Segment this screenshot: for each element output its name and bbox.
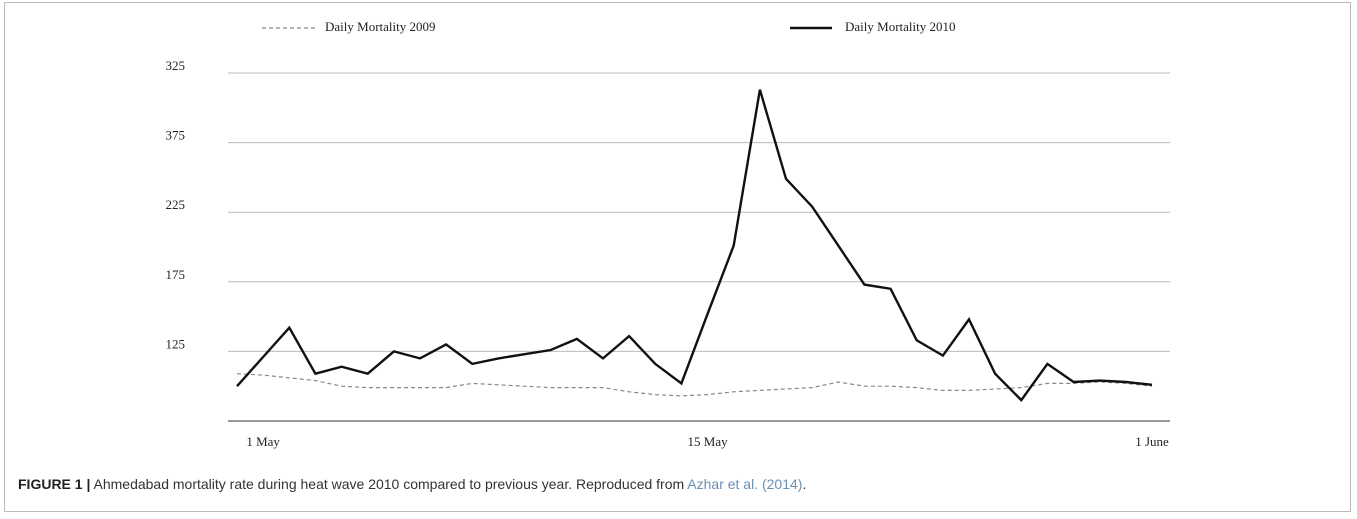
data-line	[236, 89, 1153, 402]
y-tick-label: 175	[166, 267, 186, 282]
figure-label: FIGURE 1 |	[18, 476, 91, 492]
y-tick-label: 125	[166, 336, 186, 351]
caption-end: .	[802, 476, 807, 492]
legend-label: Daily Mortality 2009	[325, 19, 436, 34]
chart: 125 175 225 375 325 1 May 15 May 1 June Daily Mo…	[166, 19, 1170, 449]
y-tick-label: 225	[166, 197, 186, 212]
y-tick-label: 325	[166, 58, 186, 73]
x-tick-label: 15 May	[688, 434, 729, 449]
caption-text: Ahmedabad mortality rate during heat wav…	[90, 476, 688, 492]
legend-label: Daily Mortality 2010	[845, 19, 956, 34]
y-tick-label: 375	[166, 128, 186, 143]
figure-frame	[4, 2, 1351, 512]
x-tick-label: 1 June	[1135, 434, 1169, 449]
reference-link[interactable]: Azhar et al. (2014)	[687, 476, 803, 492]
data-line	[236, 373, 1153, 397]
x-tick-label: 1 May	[246, 434, 280, 449]
caption: FIGURE 1 | Ahmedabad mortality rate duri…	[18, 476, 806, 492]
